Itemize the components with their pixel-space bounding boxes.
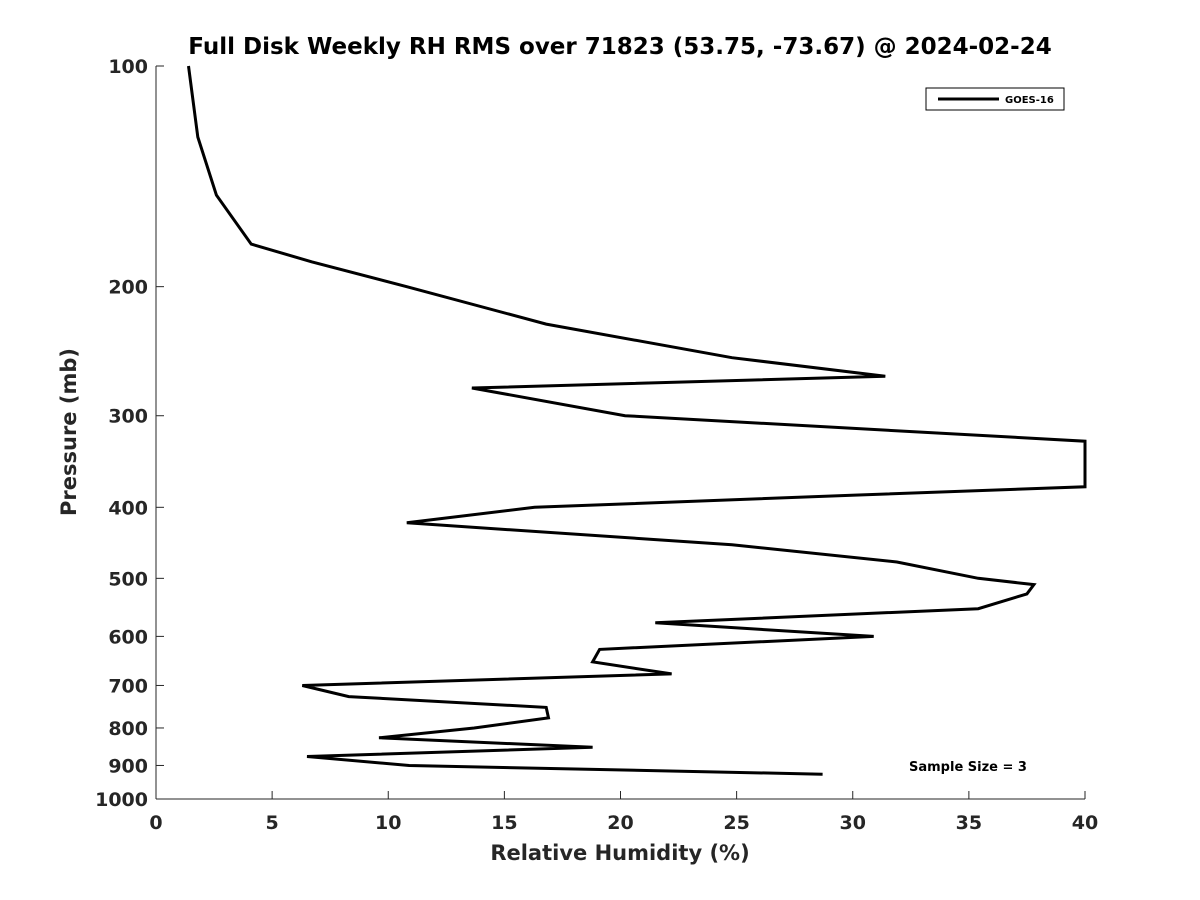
x-tick-label: 20: [607, 812, 633, 834]
x-tick-label: 0: [149, 812, 162, 834]
x-tick-label: 25: [723, 812, 749, 834]
x-tick-label: 30: [840, 812, 866, 834]
y-tick-label: 300: [108, 406, 148, 428]
y-tick-label: 400: [108, 497, 148, 519]
chart-title: Full Disk Weekly RH RMS over 71823 (53.7…: [188, 34, 1051, 60]
x-ticks: 0 5 10 15 20 25 30 35 40: [149, 791, 1098, 834]
series-layer: [187, 65, 1087, 776]
series-line-goes-16: [187, 65, 1087, 776]
x-tick-label: 10: [375, 812, 401, 834]
legend-label-goes-16: GOES-16: [1005, 95, 1054, 106]
x-axis-title: Relative Humidity (%): [490, 841, 749, 865]
y-tick-label: 700: [108, 675, 148, 697]
y-tick-label: 500: [108, 568, 148, 590]
x-tick-label: 40: [1072, 812, 1098, 834]
y-tick-label: 600: [108, 626, 148, 648]
y-tick-label: 100: [108, 56, 148, 78]
legend: GOES-16: [925, 87, 1065, 111]
y-tick-label: 900: [108, 755, 148, 777]
y-ticks: 100 200 300 400 500 600 700 800 900 1000: [95, 56, 164, 811]
y-tick-label: 200: [108, 277, 148, 299]
sample-size-annotation: Sample Size = 3: [909, 760, 1027, 775]
y-tick-label: 800: [108, 718, 148, 740]
x-tick-label: 5: [266, 812, 279, 834]
y-axis-title: Pressure (mb): [57, 348, 81, 516]
x-tick-label: 15: [491, 812, 517, 834]
x-tick-label: 35: [956, 812, 982, 834]
y-tick-label: 1000: [95, 789, 148, 811]
